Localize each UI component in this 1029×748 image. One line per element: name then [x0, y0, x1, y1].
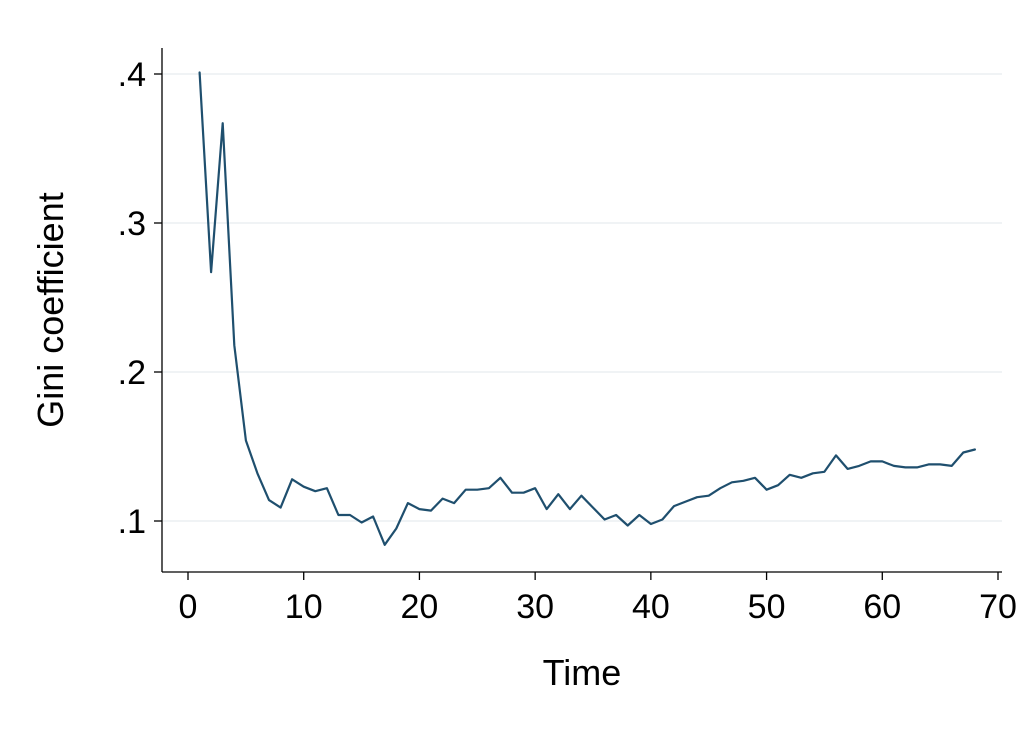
x-tick-label: 0: [179, 588, 198, 626]
x-axis-title: Time: [543, 652, 622, 693]
x-tick-label: 20: [401, 588, 439, 626]
y-tick-label: .4: [118, 56, 146, 94]
y-axis-ticks: .1 .2 .3 .4: [118, 56, 162, 541]
series-line: [198, 71, 976, 546]
x-axis-ticks: 0 10 20 30 40 50 60 70: [179, 572, 1017, 626]
grid-lines: [163, 73, 1002, 522]
x-tick-label: 40: [632, 588, 670, 626]
x-tick-label: 10: [285, 588, 323, 626]
y-tick-label: .1: [118, 503, 146, 541]
x-tick-label: 70: [979, 588, 1017, 626]
x-tick-label: 30: [516, 588, 554, 626]
y-tick-label: .2: [118, 354, 146, 392]
y-tick-label: .3: [118, 205, 146, 243]
x-tick-label: 60: [863, 588, 901, 626]
x-tick-label: 50: [748, 588, 786, 626]
y-axis-title: Gini coefficient: [30, 192, 71, 427]
